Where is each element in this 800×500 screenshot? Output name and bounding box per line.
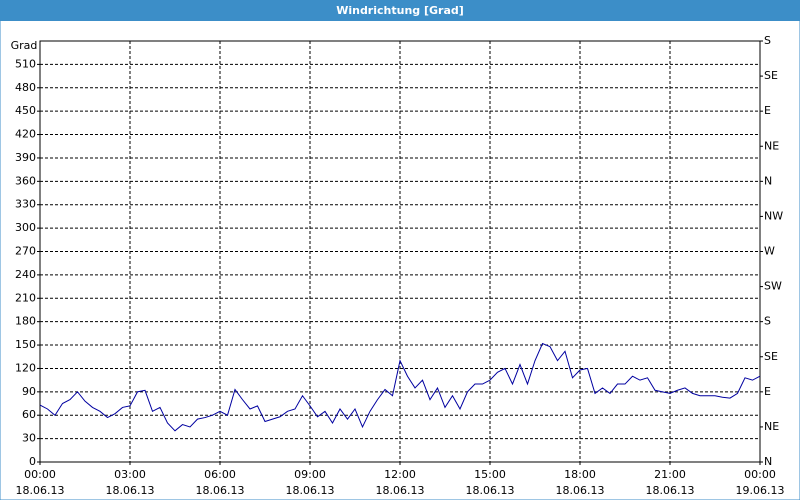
y-tick-label: 90 <box>22 385 36 398</box>
y2-tick-label: NE <box>764 139 779 152</box>
y-tick-label: 480 <box>15 81 36 94</box>
y2-tick-label: S <box>764 315 771 328</box>
x-tick-date: 18.06.13 <box>16 484 65 497</box>
x-tick-date: 18.06.13 <box>196 484 245 497</box>
x-tick-date: 18.06.13 <box>646 484 695 497</box>
y2-tick-label: SE <box>764 350 778 363</box>
x-tick-label: 21:00 <box>654 468 686 481</box>
x-tick-label: 00:00 <box>744 468 776 481</box>
y-tick-label: 330 <box>15 198 36 211</box>
x-tick-date: 18.06.13 <box>466 484 515 497</box>
y-tick-label: 360 <box>15 174 36 187</box>
x-tick-label: 09:00 <box>294 468 326 481</box>
y-tick-label: 240 <box>15 268 36 281</box>
x-tick-label: 00:00 <box>24 468 56 481</box>
y-tick-label: 180 <box>15 315 36 328</box>
y-tick-label: 120 <box>15 361 36 374</box>
y2-tick-label: SW <box>764 280 782 293</box>
x-tick-date: 18.06.13 <box>376 484 425 497</box>
y-tick-label: 30 <box>22 432 36 445</box>
y-axis-label: Grad <box>11 39 38 52</box>
data-line <box>39 342 761 432</box>
y-tick-label: 60 <box>22 408 36 421</box>
x-tick-label: 06:00 <box>204 468 236 481</box>
y-tick-label: 150 <box>15 338 36 351</box>
y-tick-label: 0 <box>29 455 36 468</box>
x-tick-label: 18:00 <box>564 468 596 481</box>
y-tick-label: 390 <box>15 151 36 164</box>
y2-tick-label: NE <box>764 420 779 433</box>
y2-tick-label: SE <box>764 69 778 82</box>
x-tick-label: 12:00 <box>384 468 416 481</box>
x-tick-label: 15:00 <box>474 468 506 481</box>
y-tick-label: 300 <box>15 221 36 234</box>
y-tick-label: 510 <box>15 57 36 70</box>
y2-tick-label: W <box>764 245 775 258</box>
x-tick-date: 18.06.13 <box>106 484 155 497</box>
x-tick-date: 19.06.13 <box>736 484 785 497</box>
y-tick-label: 420 <box>15 128 36 141</box>
y2-tick-label: N <box>764 174 772 187</box>
y-tick-label: 210 <box>15 291 36 304</box>
y2-tick-label: NW <box>764 209 783 222</box>
x-tick-date: 18.06.13 <box>556 484 605 497</box>
x-tick-label: 03:00 <box>114 468 146 481</box>
y-tick-label: 270 <box>15 245 36 258</box>
y-tick-label: 450 <box>15 104 36 117</box>
y2-tick-label: N <box>764 455 772 468</box>
y2-tick-label: S <box>764 34 771 47</box>
chart-title: Windrichtung [Grad] <box>336 4 464 17</box>
y2-tick-label: E <box>764 385 771 398</box>
x-tick-date: 18.06.13 <box>286 484 335 497</box>
y2-tick-label: E <box>764 104 771 117</box>
title-bar <box>0 0 800 21</box>
